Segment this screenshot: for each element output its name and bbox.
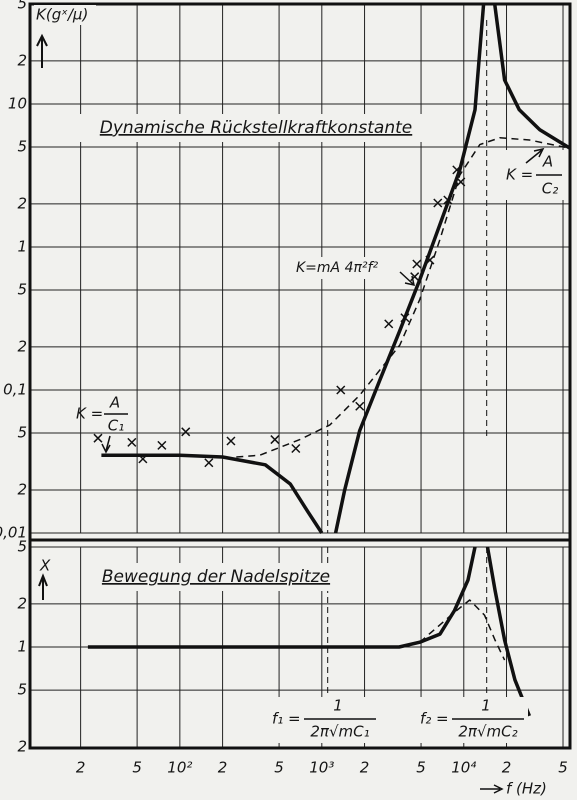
data-point (433, 198, 443, 208)
annotation: K = A C₂ (506, 147, 566, 200)
panel-title: Bewegung der Nadelspitze (102, 567, 330, 587)
annotation: K = A C₁ (76, 394, 128, 454)
label-bg (34, 5, 96, 25)
annotation-text: C₂ (542, 180, 559, 198)
y-tick-label: 0,1 (3, 380, 27, 398)
title-bg (85, 563, 347, 591)
x-tick-label: 2 (502, 759, 512, 777)
data-point (355, 401, 365, 411)
curve (419, 599, 506, 661)
curve (492, 3, 571, 150)
arrow (36, 33, 48, 68)
annotation-text: K = (506, 166, 533, 184)
y-tick-label: 2 (17, 337, 27, 355)
x-tick-label: 2 (360, 759, 370, 777)
y-tick-label: 0,01 (0, 524, 27, 542)
curve (101, 453, 324, 534)
arrow (525, 147, 545, 164)
y-axis-label: K(gˣ/μ) (36, 6, 88, 24)
data-point (452, 165, 462, 175)
data-point (270, 435, 280, 445)
data-point (204, 458, 214, 468)
annotation-text: 1 (333, 697, 343, 715)
annotation-text: f₂ = (420, 710, 449, 728)
arrow (101, 435, 111, 454)
x-axis-label: f (Hz) (506, 780, 547, 798)
data-point (412, 259, 422, 269)
data-point (291, 443, 301, 454)
y-tick-label: 5 (17, 681, 27, 699)
data-point (181, 427, 191, 437)
x-tick-label: 2 (76, 759, 86, 777)
data-point (384, 319, 394, 329)
annotation: f₁ = 1 2π√mC₁ (268, 697, 380, 743)
annotation-text: K=mA 4π²f² (296, 260, 378, 276)
data-point (127, 437, 137, 447)
annotation-text: f₁ = (272, 710, 301, 728)
annotation-text: A (542, 153, 553, 171)
y-tick-label: 1 (17, 638, 27, 656)
y-tick-label: 1 (17, 237, 27, 255)
x-tick-label: 10³ (309, 759, 334, 777)
y-tick-label: 5 (17, 138, 27, 156)
data-point (157, 440, 167, 450)
x-tick-label: 5 (558, 759, 568, 777)
label-bg (416, 697, 528, 743)
x-tick-label: 2 (218, 759, 228, 777)
label-bg (292, 257, 410, 279)
marks (87, 3, 571, 717)
y-tick-label: 5 (17, 424, 27, 442)
curve (87, 546, 477, 649)
x-tick-label: 5 (132, 759, 142, 777)
label-bg (268, 697, 380, 743)
y-tick-label: 2 (17, 738, 27, 756)
annotation-text: K = (76, 405, 103, 423)
curve (236, 137, 571, 458)
arrow (38, 573, 48, 600)
data-point (138, 454, 148, 464)
x-tick-label: 10² (167, 759, 192, 777)
annotation-text: C₁ (108, 417, 125, 435)
y-tick-label: 2 (17, 480, 27, 498)
frame (28, 2, 572, 750)
data-point (456, 177, 466, 187)
y-tick-label: 2 (17, 594, 27, 612)
y-axis-label: X (39, 557, 51, 575)
data-point (93, 433, 103, 443)
y-tick-label: 10 (8, 94, 27, 112)
annotation-text: 2π√mC₁ (310, 723, 369, 741)
y-tick-label: 2 (17, 51, 27, 69)
data-point (336, 385, 346, 395)
data-point (226, 436, 236, 446)
annotation: K=mA 4π²f² (292, 257, 415, 286)
annotation-text: A (109, 394, 120, 412)
x-tick-label: 10⁴ (451, 759, 476, 777)
data-point (425, 255, 435, 265)
x-tick-label: 5 (416, 759, 426, 777)
annotation: f₂ = 1 2π√mC₂ (416, 697, 528, 743)
title-bg (75, 114, 437, 142)
curve (333, 3, 486, 534)
panel-title: Dynamische Rückstellkraftkonstante (100, 118, 412, 138)
x-tick-label: 5 (274, 759, 284, 777)
annotation-text: 2π√mC₂ (458, 723, 517, 741)
y-tick-label: 5 (17, 538, 27, 556)
annotation-text: 1 (481, 697, 491, 715)
arrow (480, 784, 504, 794)
data-point (400, 313, 410, 323)
y-tick-label: 5 (17, 281, 27, 299)
y-tick-label: 2 (17, 194, 27, 212)
curve (485, 546, 532, 717)
y-tick-label: 5 (17, 0, 27, 13)
arrow (399, 271, 415, 286)
data-point (443, 195, 453, 205)
